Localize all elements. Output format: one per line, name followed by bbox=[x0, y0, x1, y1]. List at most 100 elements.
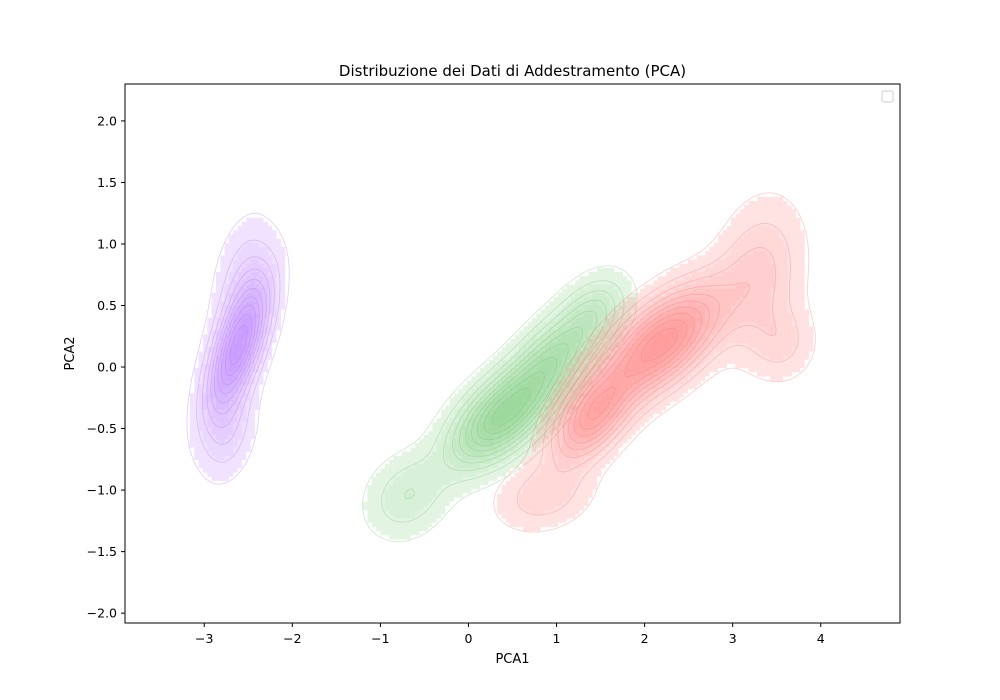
density-level-fill bbox=[363, 267, 636, 540]
density-contour-line bbox=[210, 278, 267, 415]
density-contour-line bbox=[640, 327, 678, 362]
density-level-area bbox=[553, 251, 775, 469]
density-series bbox=[186, 212, 290, 485]
density-contour-line bbox=[563, 293, 720, 450]
y-axis: −2.0 −1.5 −1.0 −0.5 0.0 0.5 1.0 1.5 2.0 bbox=[87, 113, 125, 621]
density-level-area bbox=[207, 272, 268, 427]
density-layer bbox=[186, 192, 816, 543]
density-level-fill bbox=[592, 322, 684, 415]
density-contour-line bbox=[471, 343, 569, 446]
density-level-area bbox=[480, 359, 554, 440]
density-level-area bbox=[497, 196, 814, 532]
density-level-area bbox=[198, 242, 277, 460]
x-tick-label: 0 bbox=[464, 631, 472, 646]
plot-area bbox=[124, 83, 901, 624]
density-level-area bbox=[363, 267, 636, 540]
density-contour-line bbox=[557, 282, 750, 458]
density-contour-line bbox=[579, 312, 695, 430]
density-level-area bbox=[575, 309, 701, 435]
density-level-fill bbox=[202, 259, 273, 444]
density-level-area bbox=[220, 301, 260, 389]
density-contour-line bbox=[224, 313, 253, 377]
density-level-area bbox=[384, 284, 623, 519]
density-contour-line bbox=[587, 319, 687, 420]
density-series bbox=[362, 265, 638, 543]
density-level-fill bbox=[480, 359, 554, 440]
y-tick-label: −2.0 bbox=[87, 606, 117, 621]
density-level-area bbox=[406, 292, 615, 498]
density-level-fill bbox=[207, 272, 268, 427]
density-level-area bbox=[189, 217, 286, 481]
y-tick-label: −1.5 bbox=[87, 544, 117, 559]
y-tick-label: 0.0 bbox=[97, 360, 117, 375]
plot-frame bbox=[124, 83, 901, 624]
density-contour-line bbox=[186, 212, 290, 485]
legend-box bbox=[881, 90, 894, 103]
density-level-area bbox=[493, 389, 528, 423]
x-tick-label: 4 bbox=[817, 631, 825, 646]
y-tick-label: 0.5 bbox=[97, 298, 117, 313]
y-axis-label: PCA2 bbox=[63, 336, 78, 370]
density-level-area bbox=[202, 259, 273, 444]
density-level-area bbox=[519, 226, 797, 515]
density-level-area bbox=[454, 301, 606, 460]
density-contour-line bbox=[551, 247, 777, 473]
density-level-fill bbox=[497, 196, 814, 532]
density-series bbox=[493, 192, 816, 533]
density-level-area bbox=[570, 301, 706, 440]
density-level-fill bbox=[233, 326, 247, 360]
density-level-fill bbox=[566, 297, 719, 448]
density-contour-line bbox=[381, 280, 625, 523]
density-contour-line bbox=[196, 239, 281, 463]
density-level-fill bbox=[562, 284, 749, 456]
density-level-area bbox=[566, 297, 719, 448]
density-level-area bbox=[583, 313, 693, 427]
density-level-fill bbox=[406, 292, 615, 498]
legend bbox=[881, 90, 894, 103]
density-contour-line bbox=[459, 310, 598, 458]
x-tick-label: −2 bbox=[283, 631, 301, 646]
density-contour-line bbox=[221, 304, 257, 386]
density-level-fill bbox=[467, 330, 580, 448]
density-level-area bbox=[462, 313, 593, 456]
y-tick-label: 1.5 bbox=[97, 175, 117, 190]
density-contour-line bbox=[206, 268, 271, 428]
density-contour-line bbox=[214, 288, 263, 404]
density-level-area bbox=[215, 288, 260, 402]
density-level-area bbox=[224, 309, 255, 381]
density-level-area bbox=[644, 330, 675, 360]
x-tick-label: 1 bbox=[553, 631, 561, 646]
density-level-fill bbox=[211, 280, 264, 410]
density-contour-line bbox=[404, 290, 616, 500]
density-level-fill bbox=[644, 330, 675, 360]
density-level-fill bbox=[493, 389, 528, 423]
density-level-fill bbox=[553, 251, 775, 469]
x-axis-label: PCA1 bbox=[495, 652, 529, 667]
density-level-fill bbox=[454, 301, 606, 460]
density-contour-line bbox=[492, 387, 531, 427]
density-level-area bbox=[228, 318, 251, 373]
density-level-fill bbox=[583, 313, 693, 427]
y-tick-label: −0.5 bbox=[87, 421, 117, 436]
x-tick-label: 3 bbox=[729, 631, 737, 646]
density-level-area bbox=[475, 347, 567, 444]
density-level-fill bbox=[220, 301, 260, 389]
density-level-fill bbox=[384, 284, 623, 519]
y-tick-label: 1.0 bbox=[97, 236, 117, 251]
density-contour-line bbox=[573, 306, 702, 437]
x-axis: −3 −2 −1 0 1 2 3 4 bbox=[195, 623, 825, 646]
x-tick-label: −3 bbox=[195, 631, 213, 646]
density-contour-line bbox=[477, 356, 558, 441]
density-contour-line bbox=[568, 300, 710, 444]
density-contour-line bbox=[229, 325, 248, 366]
density-level-fill bbox=[189, 217, 286, 481]
density-contour-line bbox=[452, 299, 607, 464]
density-contour-line bbox=[483, 371, 546, 434]
y-tick-label: 2.0 bbox=[97, 113, 117, 128]
density-level-fill bbox=[519, 226, 797, 515]
chart-title: Distribuzione dei Dati di Addestramento … bbox=[339, 62, 686, 80]
x-tick-label: −1 bbox=[371, 631, 389, 646]
density-level-fill bbox=[215, 288, 260, 402]
